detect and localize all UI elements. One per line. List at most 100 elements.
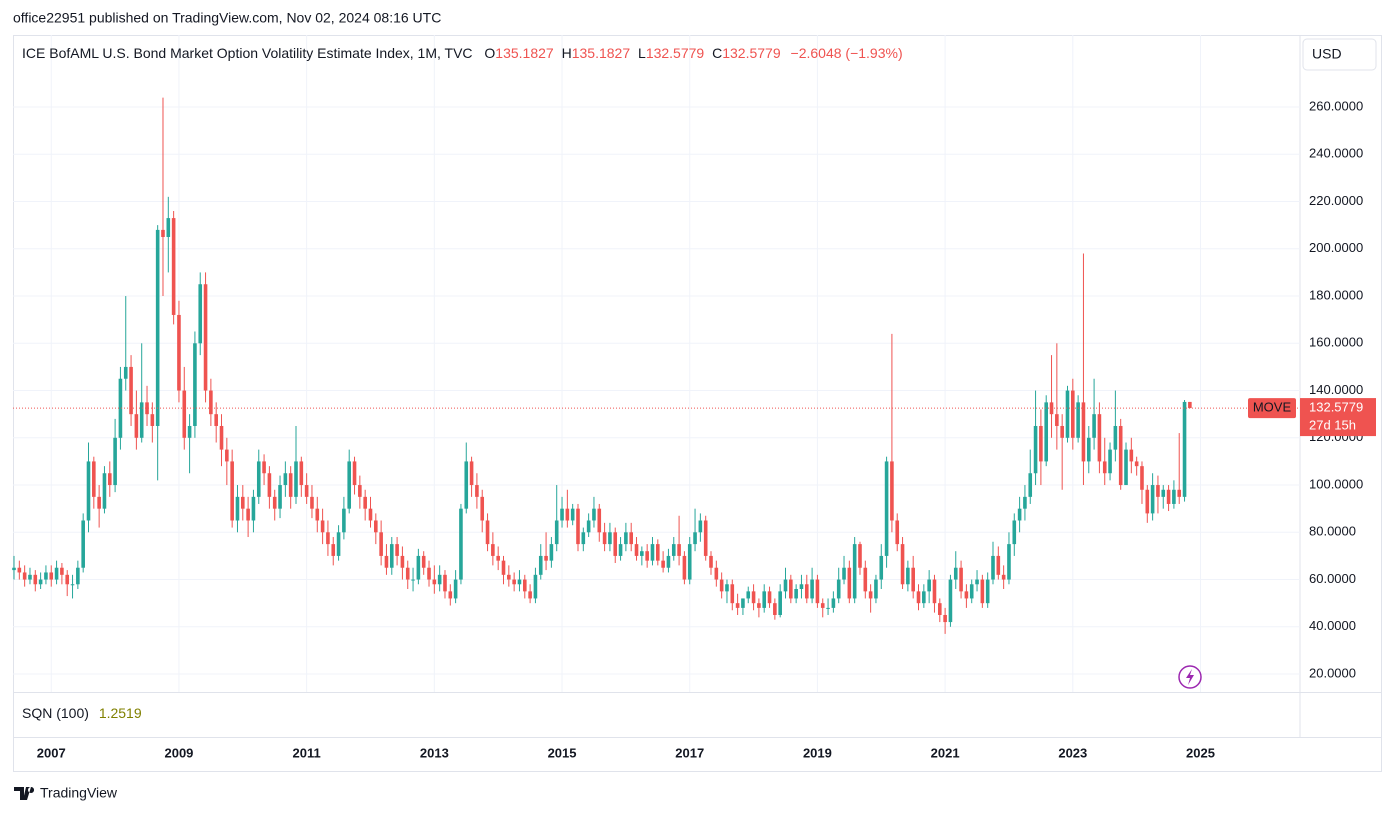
candle-body bbox=[895, 520, 900, 545]
candle-body bbox=[560, 508, 564, 521]
currency-button[interactable]: USD bbox=[1302, 38, 1377, 71]
candle-body bbox=[81, 520, 85, 568]
candle-body bbox=[592, 508, 596, 521]
candle-body bbox=[650, 544, 655, 561]
candle-body bbox=[107, 473, 112, 486]
brand-name: TradingView bbox=[40, 785, 118, 801]
candle-body bbox=[1092, 414, 1096, 438]
candle-body bbox=[134, 414, 139, 438]
candle-body bbox=[741, 598, 745, 608]
candle-body bbox=[528, 591, 532, 599]
candle-body bbox=[219, 425, 224, 450]
candle-body bbox=[608, 532, 612, 545]
candle-body bbox=[230, 461, 234, 521]
candle-body bbox=[256, 461, 261, 497]
candle-body bbox=[682, 555, 687, 580]
candle-body bbox=[1161, 489, 1166, 497]
candle-body bbox=[161, 229, 165, 237]
legend-c-label: C bbox=[712, 45, 722, 61]
candle-body bbox=[863, 567, 868, 592]
candle-body bbox=[927, 579, 931, 592]
candle-body bbox=[714, 567, 719, 580]
currency-label[interactable]: USD bbox=[1312, 46, 1342, 62]
candle-body bbox=[235, 496, 240, 521]
candle-body bbox=[443, 574, 447, 592]
candle-body bbox=[1097, 414, 1102, 462]
candle-body bbox=[70, 584, 75, 586]
candle-body bbox=[28, 574, 32, 580]
candle-body bbox=[735, 603, 740, 608]
candle-body bbox=[12, 567, 16, 571]
candle-body bbox=[272, 496, 277, 509]
x-tick-label: 2011 bbox=[293, 745, 321, 760]
candle-body bbox=[1113, 425, 1118, 450]
candle-body bbox=[310, 496, 314, 509]
candle-body bbox=[794, 588, 798, 599]
candle-body bbox=[693, 532, 697, 545]
candle-body bbox=[964, 591, 969, 599]
candle-body bbox=[123, 366, 128, 379]
x-tick-label: 2025 bbox=[1186, 745, 1215, 760]
candle-body bbox=[304, 485, 309, 497]
candle-body bbox=[336, 532, 341, 556]
candle-body bbox=[916, 591, 921, 604]
legend-o-label: O bbox=[484, 45, 495, 61]
candle-body bbox=[267, 473, 272, 497]
candle-body bbox=[315, 508, 320, 521]
candle-body bbox=[113, 437, 117, 486]
candle-body bbox=[294, 461, 298, 497]
candle-body bbox=[922, 591, 926, 604]
candle-body bbox=[586, 520, 591, 533]
candle-body bbox=[762, 591, 767, 608]
candle-body bbox=[1081, 402, 1086, 462]
y-tick-label: 260.0000 bbox=[1309, 98, 1363, 113]
candle-body bbox=[129, 366, 133, 415]
lightning-icon[interactable] bbox=[1178, 665, 1202, 689]
candle-body bbox=[288, 473, 293, 497]
candle-body bbox=[1108, 449, 1112, 474]
candle-body bbox=[703, 520, 708, 556]
candle-body bbox=[730, 584, 735, 604]
candle-body bbox=[33, 574, 38, 585]
candle-body bbox=[1028, 473, 1033, 497]
x-tick-label: 2017 bbox=[675, 745, 704, 760]
candle-body bbox=[959, 567, 963, 592]
candle-body bbox=[778, 591, 782, 615]
x-tick-label: 2009 bbox=[164, 745, 193, 760]
y-tick-label: 160.0000 bbox=[1309, 335, 1363, 350]
candle-body bbox=[789, 579, 793, 599]
legend-l-label: L bbox=[638, 45, 646, 61]
candle-body bbox=[698, 520, 703, 533]
candle-body bbox=[831, 598, 836, 608]
icon-bolt[interactable] bbox=[1186, 669, 1194, 685]
candle-body bbox=[900, 544, 905, 585]
candle-body bbox=[1065, 390, 1070, 438]
candle-body bbox=[1177, 489, 1182, 497]
candle-body bbox=[969, 584, 974, 599]
candle-body bbox=[1129, 449, 1134, 462]
candle-body bbox=[544, 555, 548, 561]
candle-body bbox=[214, 414, 218, 426]
candle-body bbox=[629, 532, 634, 545]
candle-body bbox=[427, 567, 431, 580]
candle-body bbox=[416, 555, 421, 580]
candle-body bbox=[97, 496, 101, 509]
candle-body bbox=[469, 461, 474, 486]
candle-body bbox=[480, 496, 485, 521]
candle-body bbox=[1086, 437, 1091, 462]
candle-body bbox=[1145, 489, 1150, 514]
y-tick-label: 100.0000 bbox=[1309, 476, 1363, 491]
candle-body bbox=[411, 579, 415, 581]
candle-body bbox=[953, 567, 958, 580]
currency-box[interactable] bbox=[1302, 38, 1377, 71]
candle-body bbox=[522, 579, 527, 592]
candle-body bbox=[842, 567, 846, 580]
candle-body bbox=[1033, 425, 1038, 474]
candle-body bbox=[1102, 461, 1107, 474]
candle-body bbox=[858, 544, 862, 568]
candle-body bbox=[874, 579, 878, 599]
candle-body bbox=[76, 567, 80, 585]
y-tick-label: 40.0000 bbox=[1309, 618, 1356, 633]
